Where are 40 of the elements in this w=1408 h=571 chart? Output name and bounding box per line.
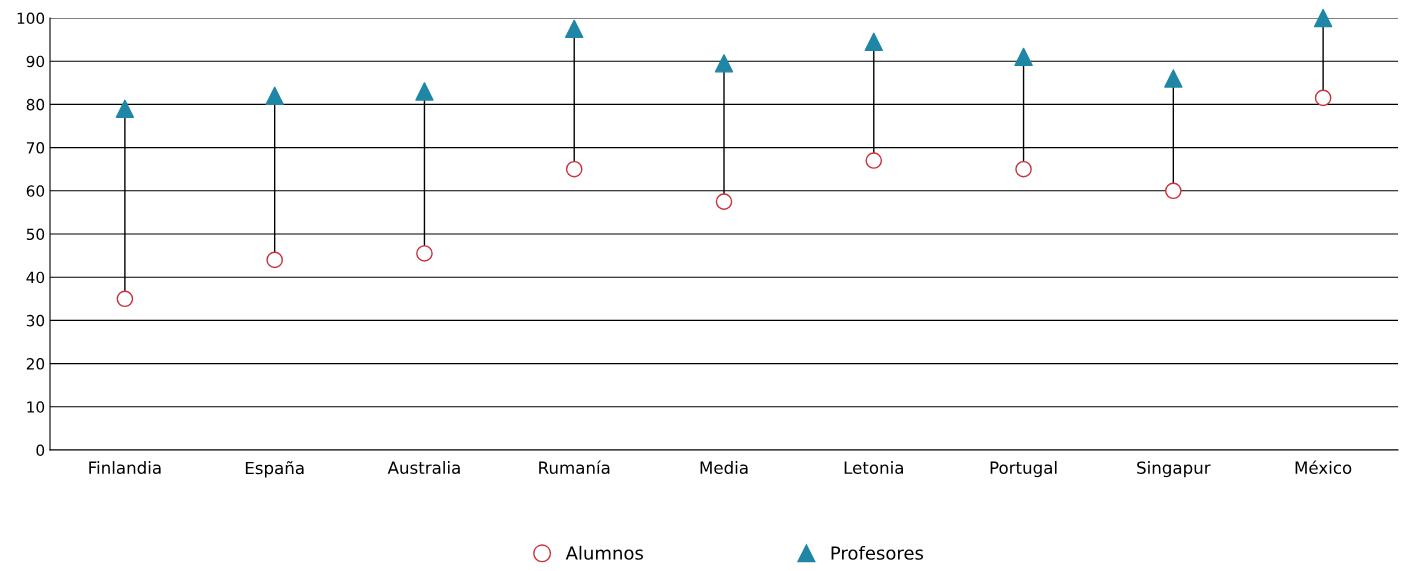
point xyxy=(1313,8,1333,28)
legend-label: Profesores xyxy=(831,545,924,560)
y-tick-label: 30 xyxy=(26,314,45,327)
x-tick-label: Media xyxy=(700,461,748,475)
point xyxy=(265,86,284,105)
point xyxy=(714,54,734,73)
x-tick-label: Singapur xyxy=(1137,461,1211,478)
x-tick-label: España xyxy=(245,461,304,478)
x-tick-label: México xyxy=(1295,460,1352,475)
point xyxy=(715,193,733,210)
y-tick-label: 80 xyxy=(26,98,45,111)
y-tick-label: 40 xyxy=(26,271,45,284)
y-tick-label: 90 xyxy=(26,55,45,68)
point xyxy=(1015,160,1032,178)
y-tick-label: 0 xyxy=(36,444,45,457)
point xyxy=(565,160,583,178)
point xyxy=(115,99,135,118)
y-tick-label: 10 xyxy=(27,401,45,413)
point xyxy=(116,290,134,308)
x-tick-label: Letonia xyxy=(844,461,903,475)
point xyxy=(1314,89,1332,107)
x-tick-label: Finlandia xyxy=(89,461,161,475)
point xyxy=(415,82,434,101)
point xyxy=(865,152,883,169)
point xyxy=(266,251,283,269)
y-tick-label: 100 xyxy=(17,12,45,25)
x-tick-label: Rumanía xyxy=(539,460,610,475)
y-tick-label: 70 xyxy=(26,142,45,154)
legend-label: Alumnos xyxy=(565,545,643,560)
point xyxy=(1165,182,1182,200)
y-tick-label: 50 xyxy=(26,228,45,241)
point xyxy=(864,32,883,51)
point xyxy=(1164,69,1183,88)
point xyxy=(565,19,584,39)
x-tick-label: Australia xyxy=(387,461,460,475)
point xyxy=(1014,47,1033,67)
y-tick-label: 60 xyxy=(26,185,45,197)
y-tick-label: 20 xyxy=(26,358,45,370)
point xyxy=(416,245,433,262)
x-tick-label: Portugal xyxy=(990,461,1057,478)
